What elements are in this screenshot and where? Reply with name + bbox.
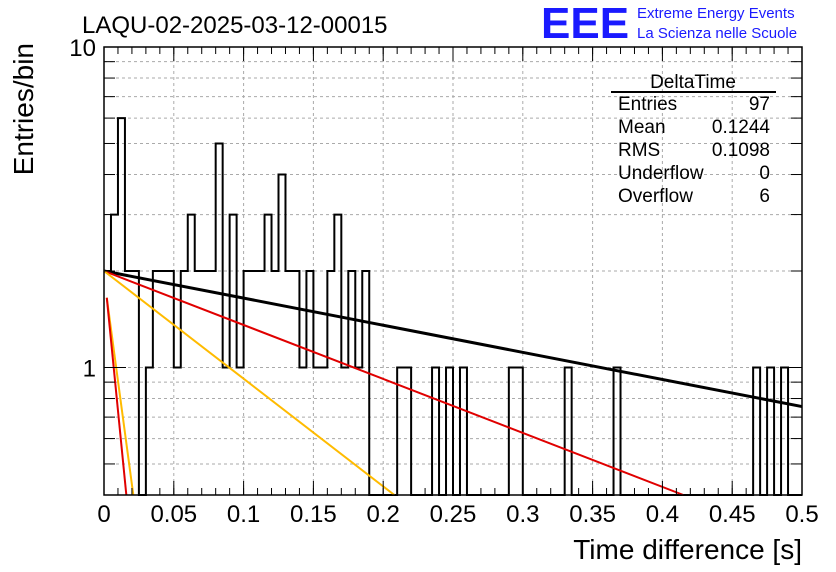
histogram-bin — [614, 367, 621, 495]
histogram-bin — [565, 367, 572, 495]
logo-mark: EEE — [541, 0, 629, 48]
stats-row-label: Underflow — [618, 163, 704, 184]
histogram-bin — [167, 271, 174, 495]
histogram-bin — [216, 143, 223, 495]
x-tick-label: 0.25 — [430, 501, 477, 528]
x-tick-label: 0.5 — [785, 501, 818, 528]
y-axis-label: Entries/bin — [8, 43, 39, 175]
histogram-bin — [174, 367, 181, 495]
histogram-bin — [753, 367, 760, 495]
histogram-bin — [251, 271, 258, 495]
fit-line — [105, 297, 135, 496]
stats-row-label: Entries — [618, 94, 677, 115]
histogram-bin — [258, 271, 265, 495]
x-tick-label: 0 — [97, 501, 110, 528]
stats-row-value: 0 — [759, 163, 770, 184]
histogram-bin — [341, 367, 348, 495]
histogram-bin — [202, 271, 209, 495]
histogram-bin — [265, 215, 272, 495]
stats-rows: Entries 97 Mean 0.1244 RMS 0.1098 Underflow 0 Ov… — [618, 94, 770, 207]
fit-lines — [103, 269, 803, 496]
fit-line — [105, 297, 128, 496]
histogram-bin — [767, 367, 774, 495]
fit-line — [103, 270, 395, 496]
x-tick-label: 0.15 — [290, 501, 337, 528]
x-tick-labels: 0 0.05 0.1 0.15 0.2 0.25 0.3 0.35 0.4 0.45 0.5 — [97, 501, 818, 528]
fit-line — [103, 270, 684, 496]
histogram-bin — [292, 271, 299, 495]
stats-row-value: 97 — [749, 94, 770, 115]
x-tick-label: 0.2 — [367, 501, 400, 528]
histogram-bin — [432, 367, 439, 495]
stats-box: DeltaTime Entries 97 Mean 0.1244 RMS 0.1098 Un… — [611, 72, 776, 207]
histogram-bin — [509, 367, 516, 495]
histogram-bin — [313, 367, 320, 495]
stats-title: DeltaTime — [650, 72, 736, 93]
stats-row-value: 0.1244 — [712, 117, 771, 138]
histogram-bin — [279, 175, 286, 495]
chart-title: LAQU-02-2025-03-12-00015 — [82, 12, 388, 39]
histogram-bin — [362, 271, 369, 495]
x-axis-label: Time difference [s] — [573, 534, 802, 565]
histogram-bin — [188, 215, 195, 495]
histogram-bin — [355, 367, 362, 495]
histogram-bin — [132, 271, 139, 495]
histogram-bin — [285, 271, 292, 495]
histogram-bin — [460, 367, 467, 495]
stats-row-label: Mean — [618, 117, 666, 138]
histogram-bin — [181, 271, 188, 495]
stats-row-label: Overflow — [618, 186, 693, 207]
fit-line — [103, 269, 803, 409]
x-tick-label: 0.35 — [569, 501, 616, 528]
histogram-bin — [223, 367, 230, 495]
logo-line-1: Extreme Energy Events — [637, 5, 795, 22]
histogram-bin — [306, 271, 313, 495]
y-tick-labels: 1 10 — [69, 35, 96, 382]
histogram-bin — [195, 271, 202, 495]
histogram-bin — [781, 367, 788, 495]
stats-row-label: RMS — [618, 140, 660, 161]
y-tick-label: 1 — [83, 355, 96, 382]
stats-row-value: 6 — [759, 186, 770, 207]
x-tick-label: 0.4 — [646, 501, 679, 528]
histogram-bin — [446, 367, 453, 495]
axis-ticks — [103, 46, 803, 496]
x-tick-label: 0.1 — [227, 501, 260, 528]
histogram-bin — [237, 367, 244, 495]
histogram-bin — [320, 367, 327, 495]
logo-line-2: La Scienza nelle Scuole — [637, 25, 797, 42]
histogram-bin — [327, 271, 334, 495]
stats-row-value: 0.1098 — [712, 140, 770, 161]
histogram-bin — [230, 215, 237, 495]
histogram-bin — [160, 271, 167, 495]
histogram-bin — [146, 367, 153, 495]
histogram-bin — [299, 367, 306, 495]
histogram-bin — [153, 271, 160, 495]
y-tick-label: 10 — [69, 35, 96, 62]
x-tick-label: 0.05 — [150, 501, 197, 528]
x-tick-label: 0.45 — [709, 501, 756, 528]
x-tick-label: 0.3 — [506, 501, 539, 528]
histogram-bin — [209, 271, 216, 495]
logo: EEE Extreme Energy Events La Scienza nel… — [541, 0, 797, 48]
